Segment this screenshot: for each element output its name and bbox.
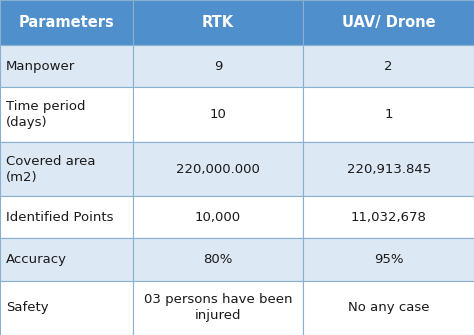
Text: 03 persons have been
injured: 03 persons have been injured <box>144 293 292 322</box>
Bar <box>0 196 133 239</box>
Text: 1: 1 <box>384 108 393 121</box>
Text: Accuracy: Accuracy <box>6 253 67 266</box>
Bar <box>303 0 474 45</box>
Bar <box>0 87 133 142</box>
Bar <box>133 281 303 335</box>
Bar <box>303 281 474 335</box>
Text: 10: 10 <box>210 108 227 121</box>
Text: Manpower: Manpower <box>6 60 75 73</box>
Bar <box>133 0 303 45</box>
Text: 80%: 80% <box>203 253 233 266</box>
Text: 9: 9 <box>214 60 222 73</box>
Text: UAV/ Drone: UAV/ Drone <box>342 15 436 30</box>
Bar <box>0 281 133 335</box>
Bar <box>0 45 133 87</box>
Bar <box>303 196 474 239</box>
Bar <box>303 87 474 142</box>
Bar <box>133 87 303 142</box>
Text: 220,913.845: 220,913.845 <box>346 162 431 176</box>
Bar <box>133 142 303 196</box>
Bar <box>133 196 303 239</box>
Bar <box>303 142 474 196</box>
Bar <box>0 142 133 196</box>
Bar <box>133 239 303 281</box>
Bar <box>303 45 474 87</box>
Text: 220,000.000: 220,000.000 <box>176 162 260 176</box>
Text: Identified Points: Identified Points <box>6 211 113 224</box>
Bar <box>303 239 474 281</box>
Text: Safety: Safety <box>6 301 48 314</box>
Text: 10,000: 10,000 <box>195 211 241 224</box>
Bar <box>0 0 133 45</box>
Bar <box>0 239 133 281</box>
Text: 2: 2 <box>384 60 393 73</box>
Text: Parameters: Parameters <box>18 15 114 30</box>
Text: Covered area
(m2): Covered area (m2) <box>6 154 95 184</box>
Text: 11,032,678: 11,032,678 <box>351 211 427 224</box>
Bar <box>133 45 303 87</box>
Text: Time period
(days): Time period (days) <box>6 100 85 129</box>
Text: RTK: RTK <box>202 15 234 30</box>
Text: 95%: 95% <box>374 253 403 266</box>
Text: No any case: No any case <box>348 301 429 314</box>
